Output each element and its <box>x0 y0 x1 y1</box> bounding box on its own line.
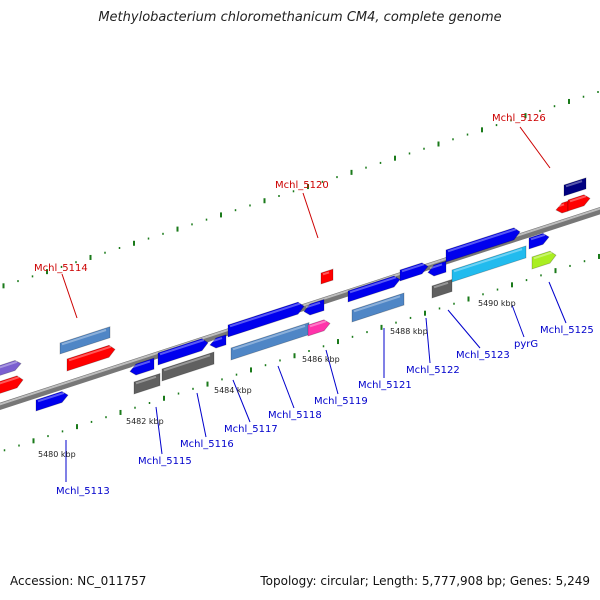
feature-pyrg-shine <box>453 248 523 273</box>
feature-mchl-5125 <box>531 250 557 270</box>
feature-mchl-5113 <box>35 391 69 412</box>
gene-label-mchl-5117[interactable]: Mchl_5117 <box>224 424 278 435</box>
scale-label-5488: 5488 kbp <box>390 327 428 336</box>
feature-purple-shine <box>0 360 18 369</box>
gene-label-mchl-5115[interactable]: Mchl_5115 <box>138 456 192 467</box>
feature-mchl-5120 <box>320 268 334 285</box>
feature-mchl-5126a-shine <box>569 195 587 203</box>
feature-mchl-5117a-shine <box>211 337 223 343</box>
gene-label-mchl-5114[interactable]: Mchl_5114 <box>34 263 88 274</box>
scale-label-5490: 5490 kbp <box>478 299 516 308</box>
feature-mchl-5116a-shine <box>159 339 205 356</box>
leader-mchl-5123 <box>447 309 481 349</box>
gene-label-mchl-5126[interactable]: Mchl_5126 <box>492 113 546 124</box>
feature-mchl-5122 <box>427 260 447 277</box>
feature-mchl-5116a <box>157 338 209 366</box>
feature-mchl-5126-shine <box>565 180 583 188</box>
gene-label-mchl-5113[interactable]: Mchl_5113 <box>56 486 110 497</box>
track-guides <box>2 91 600 452</box>
feature-purple <box>0 360 22 376</box>
feature-mchl-5121-shine <box>353 295 401 313</box>
gene-label-mchl-5116[interactable]: Mchl_5116 <box>180 439 234 450</box>
feature-mchl-5122-shine <box>429 263 443 270</box>
feature-mchl-5123 <box>445 227 521 263</box>
feature-mchl-5115a <box>129 357 155 376</box>
feature-mchl-5124-shine <box>530 233 546 241</box>
label-leaders <box>61 126 567 482</box>
scale-label-5486: 5486 kbp <box>302 355 340 364</box>
leader-mchl-5120 <box>302 192 319 239</box>
feature-mchl-5125-shine <box>533 251 553 260</box>
feature-mchl-5126a <box>567 194 591 212</box>
gene-label-mchl-5122[interactable]: Mchl_5122 <box>406 365 460 376</box>
gene-features <box>0 177 591 412</box>
feature-mchl-5119 <box>307 319 331 337</box>
feature-mchl-5114-bar-shine <box>61 329 107 346</box>
feature-mchl-5119-shine <box>309 320 327 328</box>
gene-label-mchl-5119[interactable]: Mchl_5119 <box>314 396 368 407</box>
feature-red-left-shine <box>0 376 20 385</box>
gene-label-mchl-5120[interactable]: Mchl_5120 <box>275 180 329 191</box>
feature-mchl-5122a-shine <box>401 263 425 273</box>
feature-mchl-5116 <box>161 351 215 382</box>
feature-mchl-5122a <box>399 262 429 282</box>
feature-red-left <box>0 375 24 394</box>
gene-label-pyrg[interactable]: pyrG <box>514 339 538 350</box>
feature-red-small-shine <box>557 203 565 208</box>
feature-mchl-5117a <box>209 334 227 349</box>
leader-mchl-5122 <box>425 317 431 364</box>
feature-mchl-5123-shine <box>447 228 517 253</box>
feature-mchl-5116-shine <box>163 354 211 372</box>
map-title: Methylobacterium chloromethanicum CM4, c… <box>98 10 502 25</box>
scale-label-5480: 5480 kbp <box>38 450 76 459</box>
feature-mchl-5117-shine <box>229 302 301 328</box>
leader-mchl-5118 <box>277 365 295 409</box>
feature-red-small <box>555 200 569 214</box>
feature-mchl-5126 <box>563 177 587 197</box>
feature-mchl-5118-shine <box>232 324 306 351</box>
feature-pyrg <box>451 245 527 283</box>
feature-mchl-5123a-shine <box>433 281 449 289</box>
leader-pyrg <box>511 304 525 338</box>
gene-label-mchl-5121[interactable]: Mchl_5121 <box>358 380 412 391</box>
feature-mchl-5114-bar <box>59 326 111 355</box>
feature-mchl-5115 <box>133 372 161 395</box>
accession-text: Accession: NC_011757 <box>10 574 147 588</box>
feature-mchl-5114-shine <box>68 345 112 362</box>
feature-mchl-5120-shine <box>322 271 330 276</box>
genome-summary-text: Topology: circular; Length: 5,777,908 bp… <box>260 574 590 588</box>
leader-mchl-5114 <box>61 273 78 319</box>
feature-mchl-5123a <box>431 278 453 299</box>
feature-mchl-5115-shine <box>135 375 157 385</box>
feature-mchl-5121 <box>351 292 405 323</box>
feature-mchl-5113-shine <box>37 391 65 403</box>
feature-mchl-5114 <box>66 344 116 372</box>
leader-mchl-5126 <box>519 126 551 169</box>
leader-mchl-5125 <box>548 281 567 324</box>
leader-mchl-5116 <box>196 392 207 438</box>
feature-mchl-5121a <box>347 275 401 303</box>
gene-label-mchl-5123[interactable]: Mchl_5123 <box>456 350 510 361</box>
feature-mchl-5119a-shine <box>305 301 321 309</box>
leader-mchl-5119 <box>325 349 339 395</box>
leader-mchl-5115 <box>155 406 163 455</box>
leader-mchl-5117 <box>232 379 251 423</box>
scale-label-5484: 5484 kbp <box>214 386 252 395</box>
feature-mchl-5119a <box>303 298 325 316</box>
scale-label-5482: 5482 kbp <box>126 417 164 426</box>
feature-mchl-5124 <box>528 232 550 250</box>
gene-label-mchl-5125[interactable]: Mchl_5125 <box>540 325 594 336</box>
feature-mchl-5117 <box>227 301 305 338</box>
gene-label-mchl-5118[interactable]: Mchl_5118 <box>268 410 322 421</box>
feature-mchl-5115a-shine <box>131 360 151 369</box>
feature-mchl-5121a-shine <box>349 276 397 294</box>
